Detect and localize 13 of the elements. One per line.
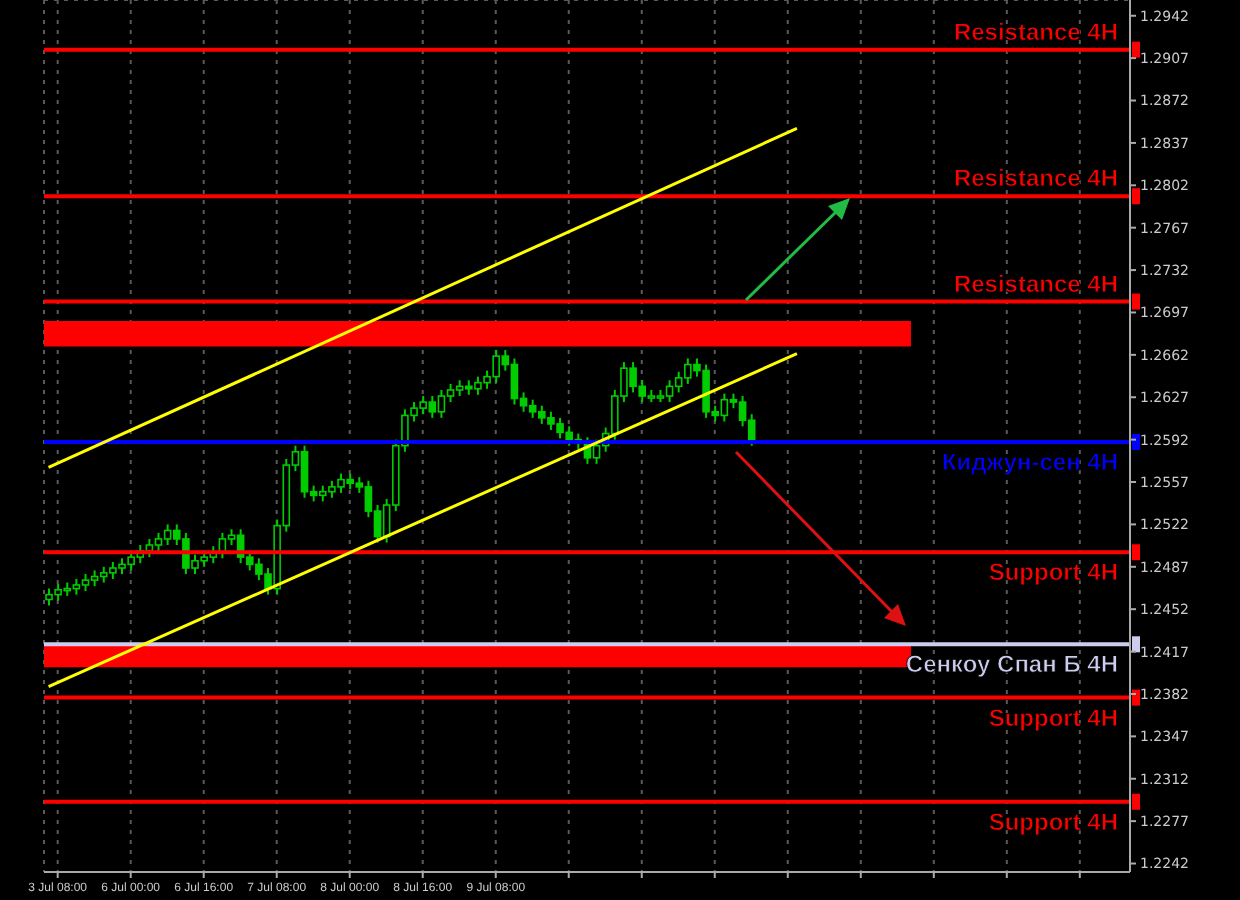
ref-line-label: Support 4H (988, 558, 1118, 587)
candlestick (154, 531, 163, 553)
ref-line-label: Resistance 4H (953, 17, 1118, 46)
ref-line-label: Resistance 4H (953, 164, 1118, 193)
ref-line-label: Resistance 4H (953, 269, 1118, 298)
ref-line-label: Support 4H (988, 807, 1118, 836)
candlestick (592, 438, 601, 465)
candlestick (300, 444, 309, 499)
ref-line-label: Киджун-сен 4H (941, 448, 1118, 477)
ref-line-label: Support 4H (988, 703, 1118, 732)
ref-line-label: Сенкоу Спан Б 4H (905, 650, 1118, 679)
candlestick (665, 379, 674, 404)
candlestick (510, 357, 519, 406)
